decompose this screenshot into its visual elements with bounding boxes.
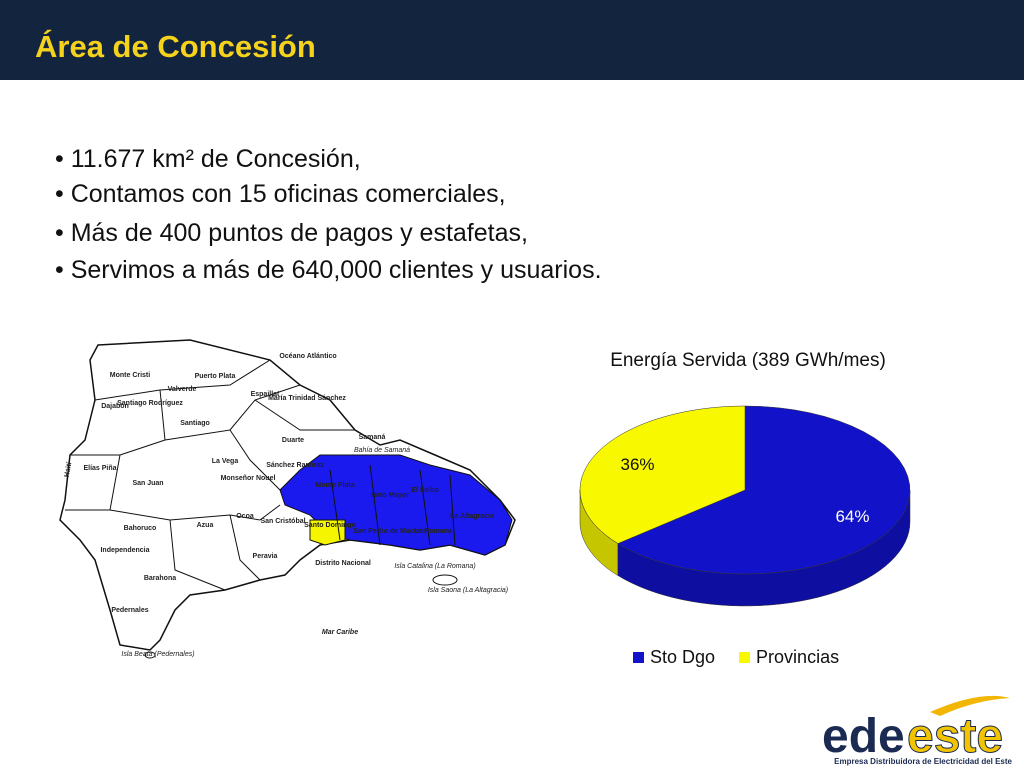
map-label: Espaillat (251, 391, 280, 398)
map-label: Samaná (359, 434, 386, 441)
map: Océano Atlántico Monte Cristi Puerto Pla… (59, 339, 516, 659)
map-label: Peravia (253, 553, 278, 560)
data-label: 64% (835, 507, 869, 526)
bullet: • Más de 400 puntos de pagos y estafetas… (55, 219, 528, 247)
map-label: Azua (197, 522, 214, 529)
province-borders (65, 359, 456, 591)
santo-domingo-region (309, 519, 346, 546)
legend-label: Provincias (756, 647, 839, 667)
logo-ede: ede (822, 710, 905, 763)
map-label: San Cristóbal (260, 518, 305, 525)
map-label: Distrito Nacional (315, 560, 371, 567)
map-label: Pedernales (111, 607, 148, 614)
map-label: Dajabón (101, 403, 129, 410)
map-label: Duarte (282, 437, 304, 444)
map-label: Barahona (144, 575, 176, 582)
map-label: Monseñor Nouel (221, 475, 276, 482)
legend-swatch (739, 652, 751, 663)
bullet: • 11.677 km² de Concesión, (55, 145, 361, 173)
map-label: Independencia (100, 547, 149, 554)
chart-title: Energía Servida (389 GWh/mes) (610, 350, 886, 371)
map-label: María Trinidad Sánchez (268, 395, 346, 402)
legend-label: Sto Dgo (650, 647, 715, 667)
map-label: Mar Caribe (322, 629, 358, 636)
map-label: Océano Atlántico (279, 353, 336, 360)
logo-tagline: Empresa Distribuidora de Electricidad de… (834, 757, 1012, 766)
map-label: La Romana (414, 528, 452, 535)
map-label: San Pedro de Macorís (353, 528, 426, 535)
map-label: Monte Plata (315, 482, 354, 489)
map-label: Ocoa (236, 513, 254, 520)
map-label: Haití (64, 461, 74, 478)
map-label: Monte Cristi (110, 372, 151, 379)
map-label: La Altagracia (450, 513, 494, 520)
pie-slice (617, 405, 911, 575)
isla-beata (144, 651, 156, 659)
map-label: Hato Mayor (371, 492, 409, 499)
isla-saona (432, 574, 458, 586)
map-label: Isla Beata (Pedernales) (121, 651, 194, 658)
bullet: • Contamos con 15 oficinas comerciales, (55, 180, 506, 208)
map-label: Puerto Plata (195, 373, 236, 380)
slide-title: Área de Concesión (35, 29, 316, 64)
bullet: • Servimos a más de 640,000 clientes y u… (55, 256, 602, 284)
map-label: Isla Saona (La Altagracia) (428, 587, 508, 594)
map-label: Bahía de Samaná (354, 447, 410, 454)
map-label: Bahoruco (124, 525, 157, 532)
map-label: Sánchez Ramírez (266, 462, 324, 469)
legend-swatch (633, 652, 644, 663)
map-label: Valverde (168, 386, 197, 393)
map-label: Santiago (180, 420, 210, 427)
logo: ede este Empresa Distribuidora de Electr… (822, 695, 1013, 766)
pie-chart: 64% 36% Sto Dgo Provincias (579, 405, 911, 667)
map-label: San Juan (132, 480, 163, 487)
header-bar (0, 0, 1024, 80)
logo-swoosh (930, 695, 1010, 716)
map-label: Isla Catalina (La Romana) (394, 563, 475, 570)
map-label: Santiago Rodríguez (117, 400, 183, 407)
data-label: 36% (620, 455, 654, 474)
pie-slice (579, 405, 746, 544)
logo-este: este (907, 710, 1003, 763)
map-label: El Seibo (411, 487, 439, 494)
map-label: La Vega (212, 458, 239, 465)
map-label: Elías Piña (83, 465, 116, 472)
map-label: Santo Domingo (304, 522, 356, 529)
